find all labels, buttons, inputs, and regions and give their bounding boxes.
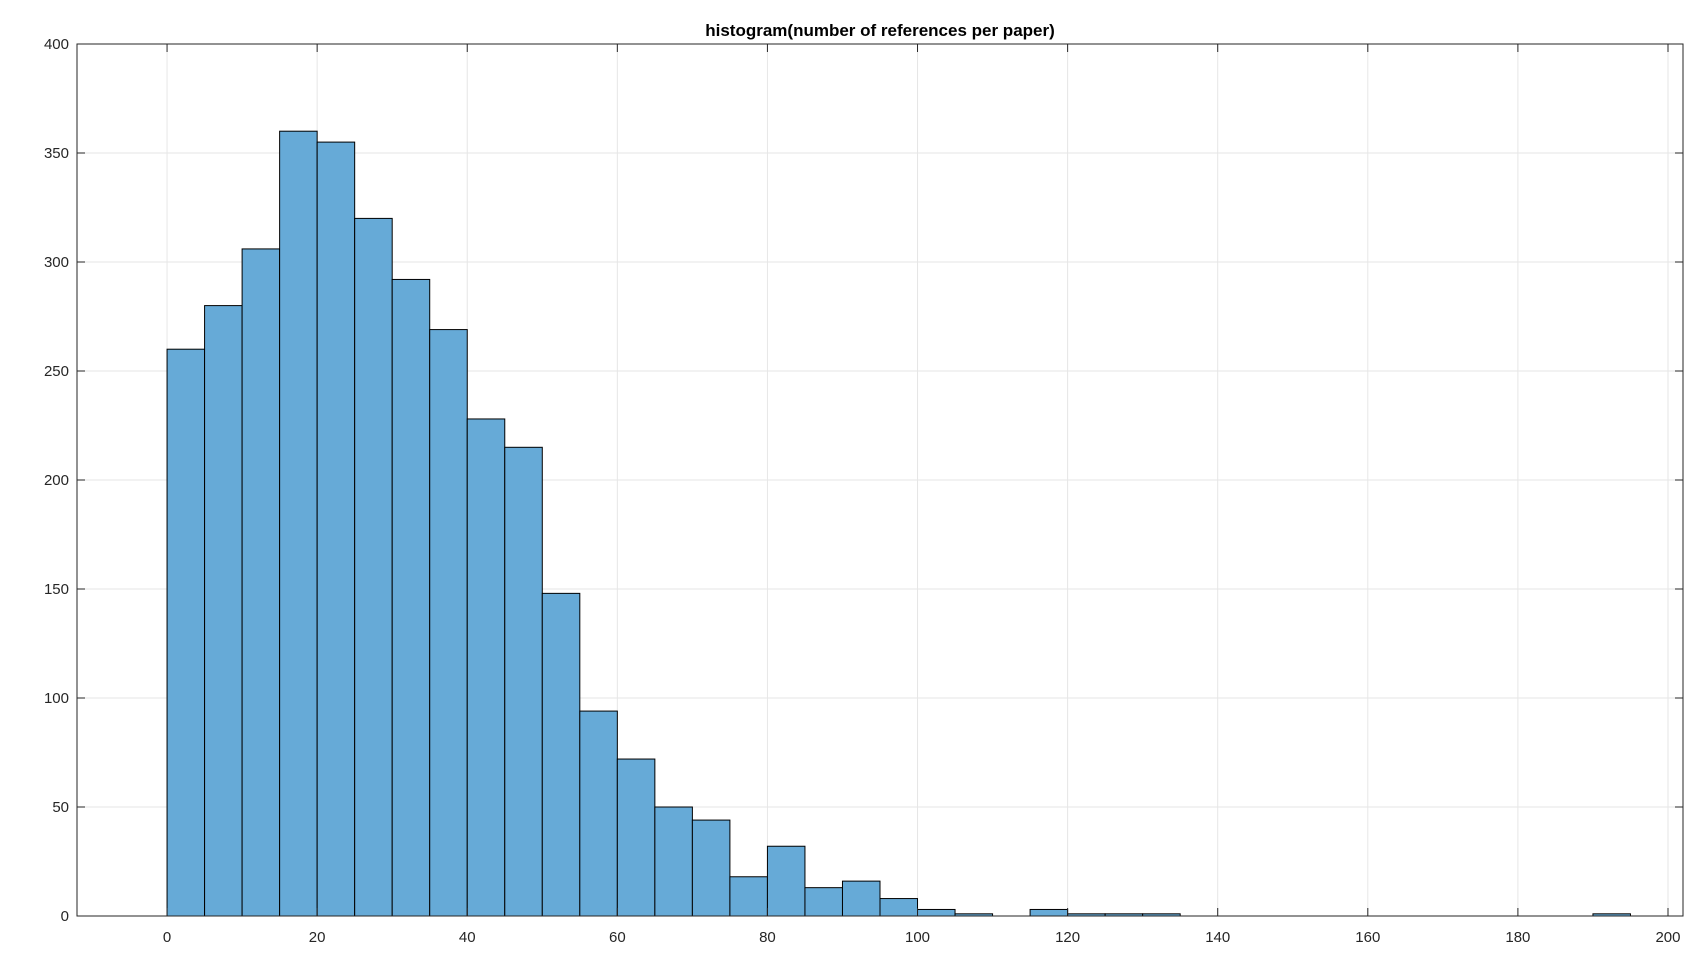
histogram-bar	[917, 908, 956, 917]
histogram-bar	[616, 758, 656, 917]
x-tick-label: 40	[459, 929, 476, 946]
histogram-bar	[166, 348, 206, 917]
histogram-bar	[841, 880, 881, 917]
histogram-bar	[579, 710, 618, 917]
x-tick-label: 20	[309, 929, 326, 946]
x-tick-label: 200	[1655, 929, 1680, 946]
y-tick-label: 50	[52, 799, 69, 816]
x-tick-label: 180	[1505, 929, 1530, 946]
histogram-bar	[354, 217, 393, 917]
x-tick-label: 120	[1055, 929, 1080, 946]
x-tick-label: 140	[1205, 929, 1230, 946]
y-tick-label: 250	[44, 363, 69, 380]
y-tick-label: 100	[44, 690, 69, 707]
histogram-bar	[1029, 908, 1069, 917]
x-tick-label: 80	[759, 929, 776, 946]
y-axis-ticks: 0 50 100 150 200 250 300 350 400	[44, 36, 1683, 925]
histogram-bar	[504, 446, 543, 917]
x-tick-label: 160	[1355, 929, 1380, 946]
y-tick-label: 400	[44, 36, 69, 53]
histogram-bar	[804, 887, 843, 917]
x-tick-label: 0	[163, 929, 171, 946]
histogram-bar	[466, 418, 506, 917]
histogram-bar	[729, 876, 768, 917]
y-tick-label: 200	[44, 472, 69, 489]
y-tick-label: 300	[44, 254, 69, 271]
histogram-bar	[241, 248, 281, 917]
histogram-bars	[166, 130, 1631, 917]
histogram-bar	[391, 278, 431, 917]
x-tick-label: 100	[905, 929, 930, 946]
histogram-bar	[879, 898, 919, 917]
y-tick-label: 350	[44, 145, 69, 162]
chart-title: histogram(number of references per paper…	[705, 21, 1055, 40]
histogram-bar	[204, 305, 243, 917]
histogram-bar	[691, 819, 731, 917]
histogram-bar	[766, 845, 806, 917]
y-tick-label: 0	[61, 908, 69, 925]
histogram-bar	[279, 130, 318, 917]
histogram-bar	[541, 592, 581, 917]
histogram-bar	[316, 141, 356, 917]
histogram-bar	[654, 806, 693, 917]
y-tick-label: 150	[44, 581, 69, 598]
x-axis-ticks: 0 20 40 60 80 100 120 140 160 180 200	[163, 44, 1681, 946]
x-tick-label: 60	[609, 929, 626, 946]
histogram-bar	[429, 329, 468, 917]
